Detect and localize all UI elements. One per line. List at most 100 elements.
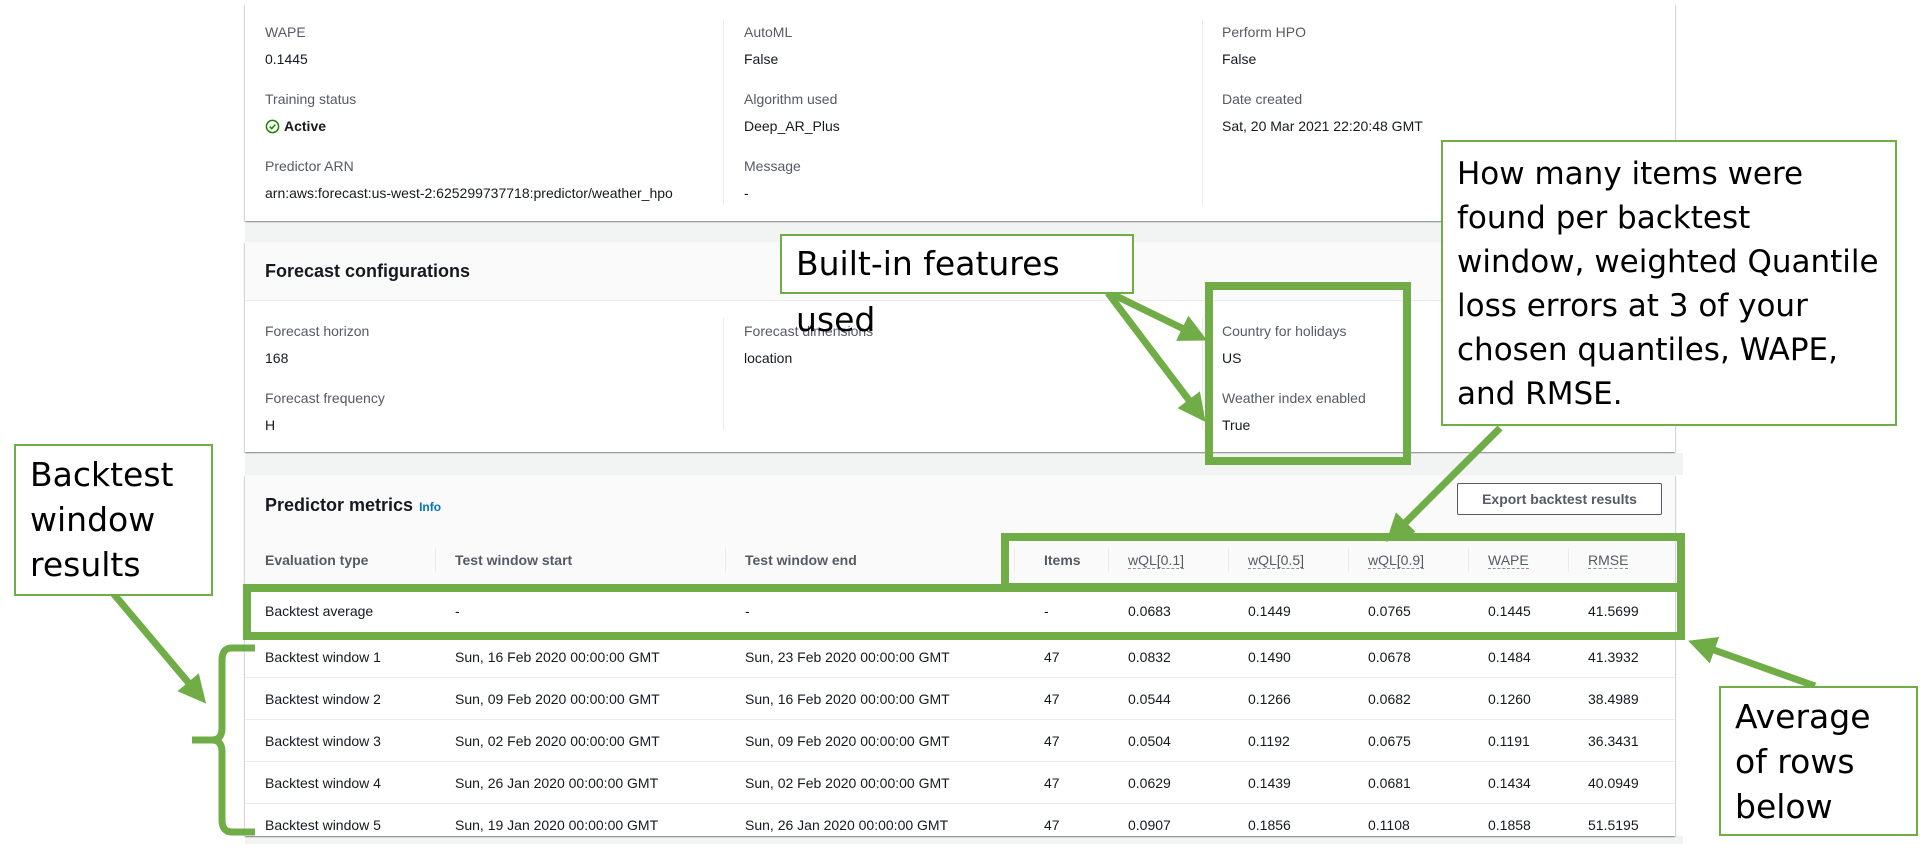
cell-wql-09: 0.0681 — [1348, 761, 1468, 804]
cell-wape: 0.1484 — [1468, 635, 1568, 678]
cell-window-start: Sun, 02 Feb 2020 00:00:00 GMT — [435, 719, 725, 762]
section-title: Forecast configurations — [265, 261, 471, 281]
column-separator — [725, 548, 726, 572]
wape-field: WAPE 0.1445 — [265, 23, 308, 68]
cell-items: 47 — [1014, 719, 1108, 762]
built-in-features-callout: Built-in features used — [780, 234, 1134, 339]
cell-wql-05: 0.1192 — [1228, 719, 1348, 762]
cell-wql-01: 0.0629 — [1108, 761, 1228, 804]
cell-window-start: Sun, 26 Jan 2020 00:00:00 GMT — [435, 761, 725, 804]
column-divider — [1202, 20, 1203, 205]
cell-items: 47 — [1014, 635, 1108, 678]
field-label: Forecast frequency — [265, 390, 385, 406]
cell-items: - — [1014, 586, 1108, 636]
column-separator — [435, 548, 436, 572]
forecast-frequency-field: Forecast frequency H — [265, 389, 385, 434]
cell-wql-09: 0.1108 — [1368, 816, 1410, 833]
forecast-dimensions-field: Forecast dimensions location — [744, 322, 873, 367]
cell-rmse: 40.0949 — [1568, 761, 1675, 804]
info-link[interactable]: Info — [419, 500, 442, 514]
section-gap — [245, 453, 1683, 475]
column-header-window-end[interactable]: Test window end — [725, 534, 1014, 587]
backtest-average-highlight — [243, 584, 1685, 640]
column-header-evaluation-type[interactable]: Evaluation type — [245, 534, 435, 587]
table-row: Backtest window 1 Sun, 16 Feb 2020 00:00:… — [245, 635, 1675, 678]
message-field: Message - — [744, 157, 801, 202]
cell-window-start: Sun, 19 Jan 2020 00:00:00 GMT — [455, 816, 659, 833]
cell-wql-01: 0.0832 — [1108, 635, 1228, 678]
weather-index-field: Weather index enabled True — [1222, 389, 1366, 434]
column-header-wql-01[interactable]: wQL[0.1] — [1108, 534, 1228, 587]
field-value: location — [744, 350, 793, 366]
field-value: US — [1222, 350, 1242, 366]
field-label: Message — [744, 158, 801, 174]
forecast-horizon-field: Forecast horizon 168 — [265, 322, 369, 367]
field-value: 168 — [265, 350, 289, 366]
column-header-rmse[interactable]: RMSE — [1568, 534, 1675, 587]
column-header-wql-09[interactable]: wQL[0.9] — [1348, 534, 1468, 587]
column-separator — [1108, 548, 1109, 572]
built-in-features-highlight — [1205, 282, 1411, 465]
cell-wql-01: 0.0504 — [1108, 719, 1228, 762]
cell-rmse: 36.3431 — [1568, 719, 1675, 762]
cell-wql-09: 0.0678 — [1348, 635, 1468, 678]
export-backtest-results-button[interactable]: Export backtest results — [1457, 483, 1662, 515]
algorithm-field: Algorithm used Deep_AR_Plus — [744, 90, 840, 135]
cell-evaluation-type: Backtest average — [245, 586, 435, 636]
cell-wql-05: 0.1856 — [1248, 816, 1291, 833]
field-label: Training status — [265, 91, 357, 107]
check-circle-icon — [265, 119, 280, 133]
column-separator — [1014, 548, 1015, 572]
cell-wape: 0.1260 — [1468, 677, 1568, 720]
section-gap — [245, 836, 1683, 844]
cell-window-start: Sun, 16 Feb 2020 00:00:00 GMT — [435, 635, 725, 678]
column-separator — [1568, 548, 1569, 572]
cell-window-end: Sun, 23 Feb 2020 00:00:00 GMT — [725, 635, 1014, 678]
predictor-summary-card: WAPE 0.1445 Training status Active Predi… — [245, 4, 1675, 221]
cell-items: 47 — [1044, 816, 1060, 833]
field-label: Date created — [1222, 91, 1303, 107]
section-title-text: Predictor metrics — [265, 495, 414, 515]
section-title: Predictor metrics Info — [265, 495, 441, 516]
cell-evaluation-type: Backtest window 2 — [245, 677, 435, 720]
perform-hpo-field: Perform HPO False — [1222, 23, 1306, 68]
column-header-window-start[interactable]: Test window start — [435, 534, 725, 587]
cell-evaluation-type: Backtest window 4 — [245, 761, 435, 804]
column-header-items[interactable]: Items — [1014, 534, 1108, 587]
metric-headers-highlight — [1001, 533, 1685, 591]
average-rows-callout: Average of rows below — [1719, 686, 1918, 836]
arrow-to-backtest-windows — [109, 589, 207, 704]
field-label: AutoML — [744, 24, 793, 40]
column-header-wape[interactable]: WAPE — [1468, 534, 1568, 587]
cell-items: 47 — [1014, 677, 1108, 720]
status-badge: Active — [265, 117, 356, 135]
cell-wape: 0.1858 — [1488, 816, 1531, 833]
cell-window-start: Sun, 09 Feb 2020 00:00:00 GMT — [435, 677, 725, 720]
column-divider — [723, 20, 724, 205]
field-value: True — [1222, 417, 1251, 433]
cell-wape: 0.1434 — [1468, 761, 1568, 804]
field-value: arn:aws:forecast:us-west-2:625299737718:… — [265, 185, 673, 201]
column-separator — [1468, 548, 1469, 572]
column-separator — [1228, 548, 1229, 572]
field-label: Forecast horizon — [265, 323, 370, 339]
section-gap — [245, 222, 1683, 242]
header-label: wQL[0.9] — [1368, 552, 1425, 569]
header-label: RMSE — [1588, 552, 1629, 569]
arrow-to-average-row — [1688, 636, 1817, 690]
cell-rmse: 51.5195 — [1588, 816, 1639, 833]
metrics-table: Evaluation type Test window start Test w… — [245, 534, 1675, 845]
cell-window-end: Sun, 16 Feb 2020 00:00:00 GMT — [725, 677, 1014, 720]
cell-window-end: Sun, 09 Feb 2020 00:00:00 GMT — [725, 719, 1014, 762]
cell-wql-09: 0.0675 — [1348, 719, 1468, 762]
header-label: wQL[0.1] — [1128, 552, 1185, 569]
cell-evaluation-type: Backtest window 1 — [245, 635, 435, 678]
table-row: Backtest window 4 Sun, 26 Jan 2020 00:00:… — [245, 761, 1675, 804]
cell-wql-01: 0.0683 — [1108, 586, 1228, 636]
date-created-field: Date created Sat, 20 Mar 2021 22:20:48 G… — [1222, 90, 1423, 135]
table-header-row: Evaluation type Test window start Test w… — [245, 534, 1675, 587]
field-value: - — [744, 185, 749, 201]
column-header-wql-05[interactable]: wQL[0.5] — [1228, 534, 1348, 587]
cell-wql-01: 0.0544 — [1108, 677, 1228, 720]
field-label: Country for holidays — [1222, 323, 1347, 339]
